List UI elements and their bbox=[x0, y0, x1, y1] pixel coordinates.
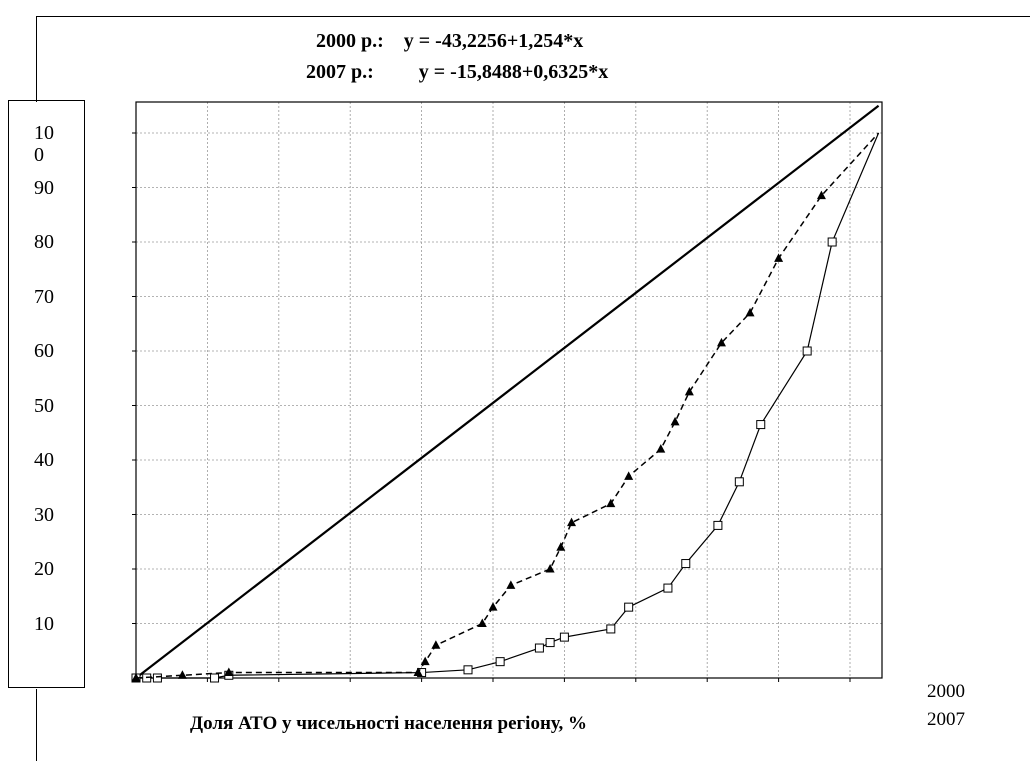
y-tick-label: 80 bbox=[34, 231, 54, 253]
data-point-2007 bbox=[606, 498, 616, 508]
data-point-2007 bbox=[716, 337, 726, 347]
data-point-2007 bbox=[224, 667, 234, 677]
y-tick-label: 10 0 bbox=[34, 122, 54, 166]
data-point-2000 bbox=[534, 643, 544, 653]
data-point-2007 bbox=[177, 670, 187, 679]
data-point-2007 bbox=[506, 580, 516, 589]
data-point-2000 bbox=[559, 632, 569, 642]
data-point-2007 bbox=[774, 253, 784, 262]
data-point-2007 bbox=[567, 517, 577, 527]
y-axis-label-box bbox=[8, 100, 85, 688]
data-point-2000 bbox=[210, 673, 220, 683]
outer-frame-top bbox=[36, 16, 1030, 17]
data-point-2000 bbox=[734, 477, 744, 487]
series-line-2007 bbox=[135, 132, 880, 679]
data-point-2007 bbox=[624, 471, 634, 480]
x-axis-label: Доля АТО у чисельності населення регіону… bbox=[190, 713, 587, 734]
data-point-2000 bbox=[802, 346, 812, 356]
data-point-2000 bbox=[713, 520, 723, 530]
data-point-2007 bbox=[670, 416, 680, 426]
outer-frame-left-lower bbox=[36, 689, 37, 761]
y-tick-label: 20 bbox=[34, 558, 54, 580]
data-point-2000 bbox=[827, 237, 837, 247]
y-tick-label: 70 bbox=[34, 285, 54, 308]
data-point-2007 bbox=[816, 190, 826, 200]
outer-frame-left-upper bbox=[36, 16, 37, 102]
plot-frame bbox=[135, 101, 883, 679]
series-line-2000 bbox=[136, 132, 880, 679]
data-point-2000 bbox=[152, 673, 162, 683]
data-point-2007 bbox=[413, 667, 423, 677]
data-point-2007 bbox=[545, 564, 555, 573]
data-point-2007 bbox=[131, 673, 141, 682]
data-point-2007 bbox=[477, 618, 487, 627]
y-tick-label: 10 bbox=[34, 612, 54, 635]
y-tick-label: 50 bbox=[34, 394, 54, 417]
y-tick-label: 90 bbox=[34, 176, 54, 199]
data-point-2007 bbox=[431, 640, 441, 649]
data-point-2000 bbox=[663, 583, 673, 593]
data-point-2000 bbox=[756, 420, 766, 430]
y-tick-label: 60 bbox=[34, 340, 54, 362]
data-point-2007 bbox=[684, 386, 694, 396]
legend-item-2007: 2007 bbox=[927, 709, 965, 730]
data-point-2000 bbox=[495, 657, 505, 667]
data-point-2000 bbox=[545, 638, 555, 648]
data-point-2007 bbox=[556, 542, 566, 551]
equality-line bbox=[135, 104, 880, 679]
legend-item-2000: 2000 bbox=[927, 681, 965, 702]
y-tick-label: 30 bbox=[34, 503, 54, 526]
data-point-2007 bbox=[420, 656, 430, 666]
y-tick-label: 40 bbox=[34, 449, 54, 471]
data-point-2000 bbox=[606, 624, 616, 634]
data-point-2000 bbox=[463, 665, 473, 675]
equation-2000: 2000 р.: y = -43,2256+1,254*x bbox=[316, 30, 584, 52]
data-point-2007 bbox=[745, 307, 755, 317]
equation-2007: 2007 р.: y = -15,8488+0,6325*x bbox=[306, 61, 609, 83]
data-point-2000 bbox=[681, 559, 691, 569]
data-point-2007 bbox=[656, 444, 666, 453]
data-point-2000 bbox=[624, 602, 634, 612]
data-point-2007 bbox=[488, 602, 498, 611]
